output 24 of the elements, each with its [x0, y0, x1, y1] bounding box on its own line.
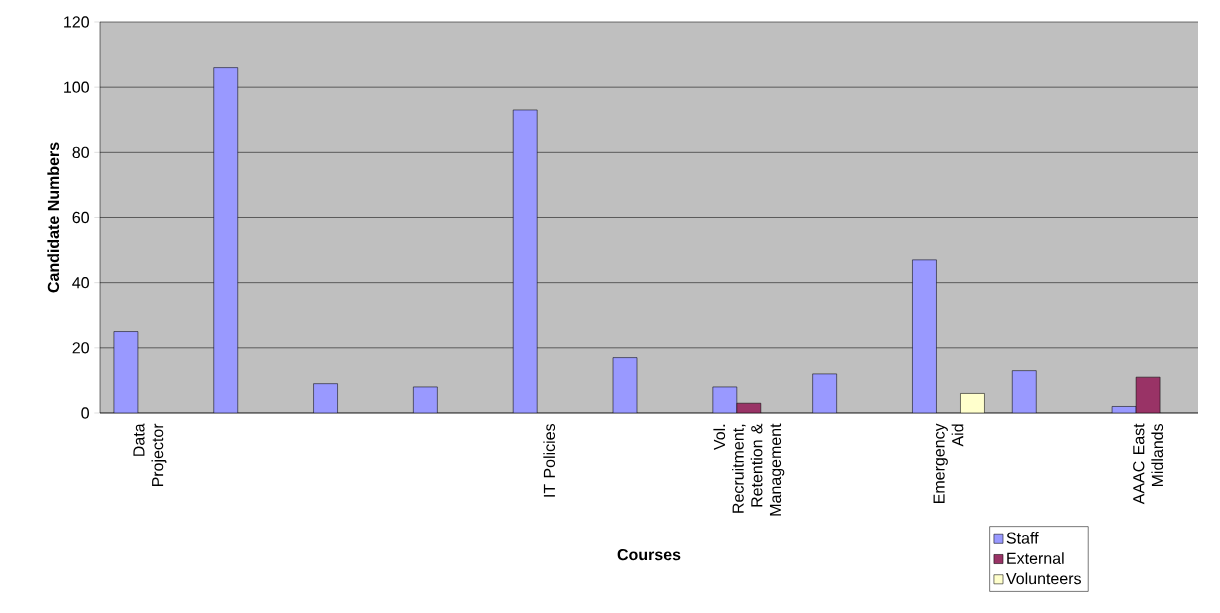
y-tick-label: 0 [81, 407, 89, 419]
bar [213, 67, 239, 413]
bar [512, 109, 538, 413]
x-tick-label: AAAC East Midlands [1133, 423, 1164, 505]
bar [313, 383, 338, 413]
legend-label: External [1007, 552, 1064, 564]
x-tick-label: Vol. Recruitment, Retention & Management [713, 423, 785, 516]
x-tick-label: Data Projector [133, 423, 167, 487]
y-tick-label: 20 [72, 342, 89, 354]
bar [113, 331, 139, 413]
y-tick-label: 60 [72, 211, 89, 224]
y-tick-label: 40 [72, 277, 89, 289]
bar [912, 259, 937, 413]
legend-label: Volunteers [1006, 572, 1081, 585]
y-axis-title: Candidate Numbers [47, 142, 60, 293]
y-tick-label: 80 [72, 146, 89, 158]
x-tick-label: IT Policies [543, 423, 556, 497]
y-tick-label: 120 [64, 16, 89, 28]
bar [1012, 370, 1037, 413]
legend-label: Staff [1006, 531, 1039, 544]
bar [812, 373, 837, 413]
x-tick-label: Emergency Aid [933, 423, 964, 503]
x-axis-title: Courses [617, 548, 681, 561]
y-tick-label: 100 [64, 81, 89, 93]
